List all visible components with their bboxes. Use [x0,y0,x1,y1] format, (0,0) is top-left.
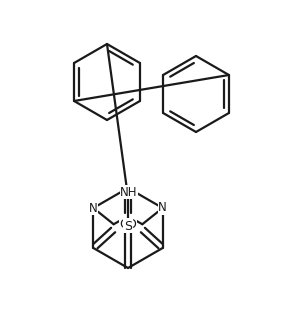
Text: O: O [119,219,129,231]
Text: N: N [89,202,98,215]
Text: O: O [127,219,137,231]
Text: NH: NH [120,185,138,198]
Text: S: S [124,220,132,233]
Text: N: N [158,202,167,215]
